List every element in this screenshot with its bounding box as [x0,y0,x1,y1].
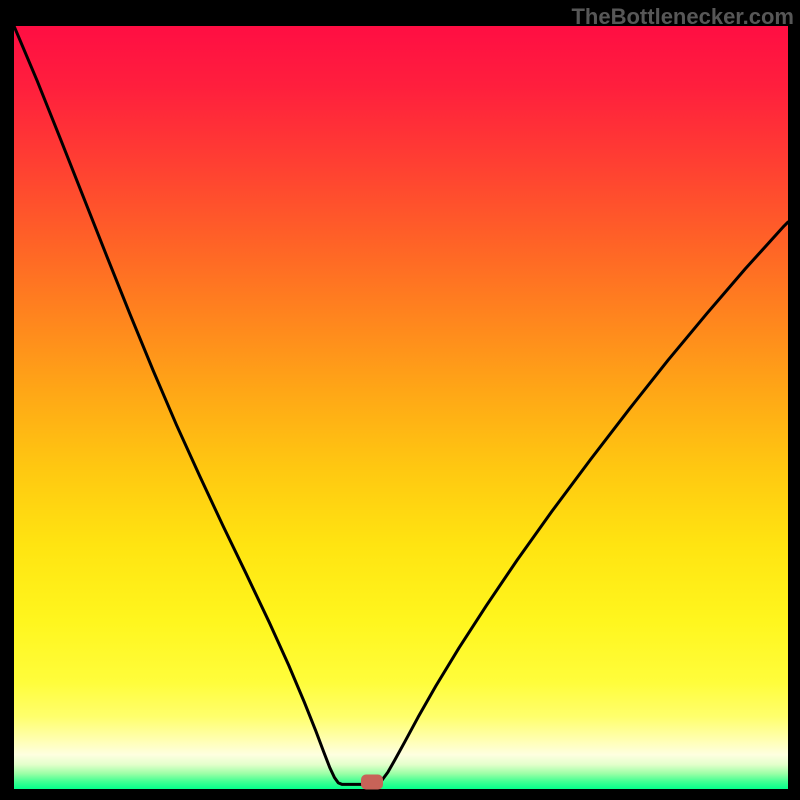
chart-svg [0,0,800,800]
chart-container: TheBottlenecker.com [0,0,800,800]
watermark-text: TheBottlenecker.com [571,4,794,30]
bottleneck-marker [361,775,383,790]
